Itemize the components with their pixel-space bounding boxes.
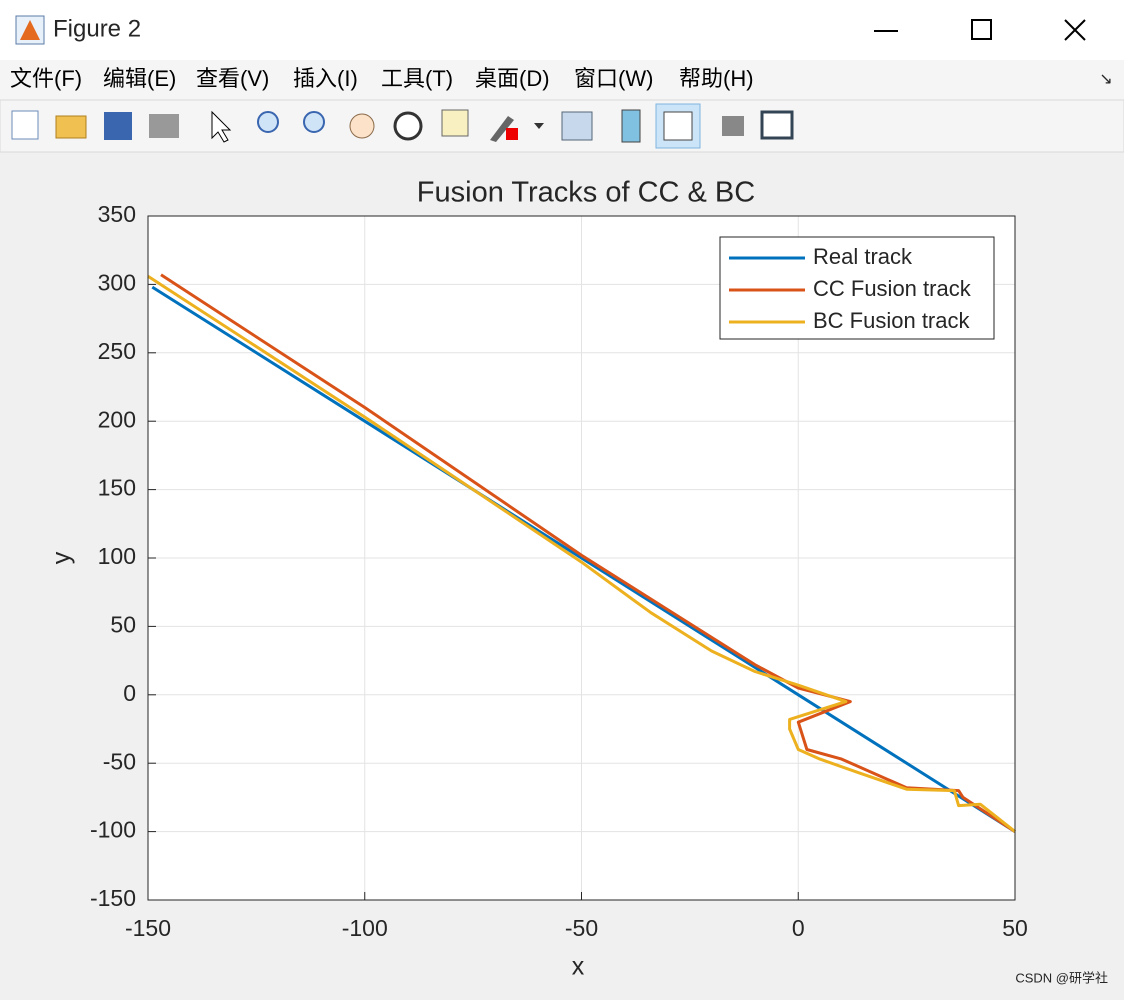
x-axis-label: x — [572, 953, 585, 981]
x-tick-label: 0 — [792, 915, 805, 941]
y-tick-label: 200 — [98, 406, 136, 432]
x-tick-label: -150 — [125, 915, 171, 941]
hide-tools-icon[interactable] — [722, 116, 744, 136]
y-tick-label: 50 — [110, 611, 136, 637]
pointer-icon[interactable] — [211, 110, 232, 143]
legend: Real track CC Fusion track BC Fusion track — [719, 236, 995, 340]
y-tick-label: 350 — [98, 201, 136, 227]
brush-color[interactable] — [506, 128, 518, 140]
watermark: CSDN @研学社 — [1015, 970, 1108, 985]
y-tick-label: 100 — [98, 543, 136, 569]
zoom-out-icon[interactable] — [303, 111, 325, 133]
track-line — [147, 274, 1016, 833]
legend-icon[interactable] — [663, 111, 693, 141]
dock-icon[interactable] — [760, 110, 794, 140]
menu-item[interactable]: 插入(I) — [293, 66, 358, 91]
dock-arrow[interactable]: ↘ — [1099, 71, 1112, 88]
link-icon[interactable] — [561, 111, 593, 141]
window-title: Figure 2 — [53, 15, 141, 42]
legend-label: Real track — [813, 244, 913, 269]
print-icon[interactable] — [149, 114, 179, 138]
brush-dropdown[interactable] — [534, 123, 544, 129]
toolbar-icons — [11, 103, 794, 149]
menu-item[interactable]: 查看(V) — [196, 66, 269, 91]
rotate-icon[interactable] — [393, 111, 423, 141]
maximize-button[interactable] — [971, 19, 992, 40]
track-line — [151, 285, 1016, 833]
x-tick-label: -50 — [565, 915, 598, 941]
menu-item[interactable]: 编辑(E) — [103, 66, 176, 91]
legend-label: BC Fusion track — [813, 308, 970, 333]
y-tick-label: -150 — [90, 885, 136, 911]
brush-icon[interactable] — [490, 116, 514, 142]
menu-bar — [0, 60, 1124, 100]
new-icon[interactable] — [11, 110, 39, 140]
close-button[interactable] — [1064, 19, 1086, 41]
pan-icon[interactable] — [349, 113, 375, 139]
open-icon[interactable] — [55, 115, 87, 139]
y-tick-label: -50 — [103, 748, 136, 774]
chart-title: Fusion Tracks of CC & BC — [417, 177, 755, 209]
app-icon-logo — [20, 20, 40, 40]
menu-item[interactable]: 工具(T) — [381, 66, 453, 91]
y-axis-label: y — [48, 551, 76, 564]
datatip-icon[interactable] — [441, 109, 469, 137]
x-tick-label: -100 — [342, 915, 388, 941]
y-tick-label: 150 — [98, 475, 136, 501]
y-tick-label: 0 — [123, 680, 136, 706]
menu-item[interactable]: 帮助(H) — [679, 66, 754, 91]
menu-group: 文件(F) 编辑(E) 查看(V) 插入(I) 工具(T) 桌面(D) 窗口(W) 帮助(H) — [10, 66, 754, 91]
menu-item[interactable]: 窗口(W) — [574, 66, 653, 91]
zoom-in-icon[interactable] — [257, 111, 279, 133]
x-tick-label: 50 — [1002, 915, 1028, 941]
save-icon[interactable] — [104, 112, 132, 140]
colorbar-icon[interactable] — [621, 109, 641, 143]
y-tick-label: -100 — [90, 817, 136, 843]
menu-item[interactable]: 桌面(D) — [475, 66, 550, 91]
legend-label: CC Fusion track — [813, 276, 972, 301]
y-tick-label: 250 — [98, 338, 136, 364]
y-tick-label: 300 — [98, 269, 136, 295]
title-bar — [0, 0, 1124, 60]
menu-item[interactable]: 文件(F) — [10, 66, 82, 91]
